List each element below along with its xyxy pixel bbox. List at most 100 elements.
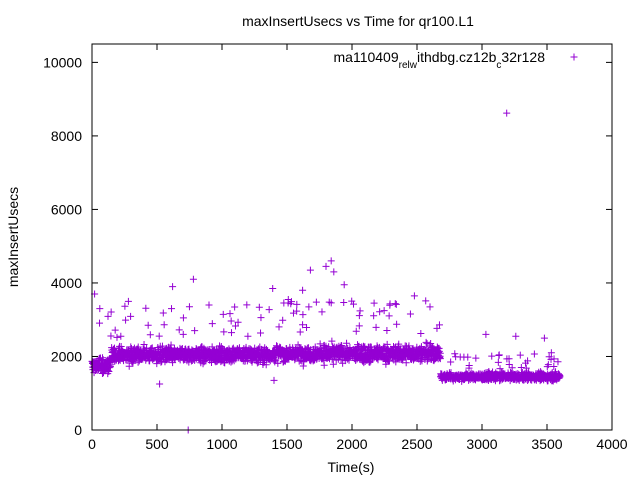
data-point xyxy=(231,322,239,330)
legend-marker xyxy=(570,53,578,61)
x-tick-label: 4000 xyxy=(596,436,627,452)
data-point xyxy=(395,340,403,348)
data-point xyxy=(107,332,115,340)
data-point xyxy=(134,358,142,366)
data-point xyxy=(106,360,114,368)
data-point xyxy=(107,308,115,316)
data-point xyxy=(385,357,393,365)
data-point xyxy=(320,341,328,349)
data-point xyxy=(159,309,167,317)
data-point xyxy=(299,311,307,319)
legend-label: ma110409relwithdbg.cz12bc32r128 xyxy=(334,49,546,71)
data-point xyxy=(125,362,133,370)
data-point xyxy=(383,326,391,334)
data-point xyxy=(312,298,320,306)
data-point xyxy=(355,322,363,330)
data-point xyxy=(208,320,216,328)
data-point xyxy=(296,356,304,364)
data-point xyxy=(275,323,283,331)
data-point xyxy=(257,314,265,322)
data-point xyxy=(550,355,558,363)
data-point xyxy=(422,338,430,346)
data-point xyxy=(472,354,480,362)
data-point-outlier xyxy=(124,297,132,305)
data-point xyxy=(309,357,317,365)
legend: ma110409relwithdbg.cz12bc32r128 xyxy=(334,49,578,71)
data-point xyxy=(391,300,399,308)
data-point-outlier xyxy=(306,266,314,274)
data-point xyxy=(305,303,313,311)
data-point-outlier xyxy=(512,332,520,340)
data-point xyxy=(530,350,538,358)
data-point xyxy=(356,307,364,315)
data-point-outlier xyxy=(482,330,490,338)
plot-frame xyxy=(91,43,613,431)
data-point xyxy=(365,354,373,362)
data-point-outlier xyxy=(299,286,307,294)
data-point xyxy=(121,302,129,310)
data-point xyxy=(337,356,345,364)
data-point-outlier xyxy=(426,303,434,311)
x-tick-label: 0 xyxy=(88,436,96,452)
data-point xyxy=(496,365,504,373)
data-point xyxy=(117,343,125,351)
data-point xyxy=(451,350,459,358)
y-tick-label: 4000 xyxy=(51,275,82,291)
data-point xyxy=(96,319,104,327)
data-point xyxy=(134,343,142,351)
data-points xyxy=(88,109,564,434)
y-axis-label: maxInsertUsecs xyxy=(5,187,21,287)
x-tick-label: 500 xyxy=(145,436,169,452)
data-point xyxy=(494,358,502,366)
data-point xyxy=(327,299,335,307)
data-point xyxy=(185,303,193,311)
data-point xyxy=(385,312,393,320)
data-point xyxy=(227,317,235,325)
data-point xyxy=(299,362,307,370)
data-point-outlier xyxy=(340,281,348,289)
data-point xyxy=(370,312,378,320)
data-point xyxy=(179,330,187,338)
data-point xyxy=(146,357,154,365)
data-point-outlier xyxy=(327,257,335,265)
data-point xyxy=(160,321,168,329)
data-point-outlier xyxy=(205,301,213,309)
data-point xyxy=(508,364,516,372)
x-tick-label: 2500 xyxy=(401,436,432,452)
y-tick-label: 0 xyxy=(74,422,82,438)
data-point xyxy=(393,320,401,328)
data-point xyxy=(435,321,443,329)
x-tick-label: 2000 xyxy=(336,436,367,452)
data-point xyxy=(405,342,413,350)
data-point xyxy=(348,297,356,305)
data-point xyxy=(231,303,239,311)
data-point xyxy=(436,349,444,357)
data-point xyxy=(345,356,353,364)
data-point xyxy=(104,312,112,320)
data-point xyxy=(544,361,552,369)
data-point xyxy=(343,339,351,347)
data-point xyxy=(329,360,337,368)
data-point xyxy=(338,343,346,351)
data-point-outlier xyxy=(270,376,278,384)
data-point xyxy=(117,332,125,340)
y-tick-label: 2000 xyxy=(51,348,82,364)
data-point xyxy=(488,352,496,360)
x-axis: 0 500 1000 1500 2000 2500 3000 3500 4000 xyxy=(88,44,628,452)
data-point xyxy=(505,360,513,368)
data-point xyxy=(296,328,304,336)
data-point xyxy=(392,358,400,366)
legend-marker-symbol xyxy=(570,53,578,61)
data-point xyxy=(524,357,532,365)
data-point xyxy=(350,300,358,308)
data-point xyxy=(464,353,472,361)
data-point-outlier xyxy=(156,380,164,388)
data-point xyxy=(318,308,326,316)
data-point xyxy=(447,358,455,366)
data-point xyxy=(228,329,236,337)
data-point-outlier xyxy=(189,275,197,283)
data-point xyxy=(265,306,273,314)
data-point-outlier xyxy=(503,109,511,117)
x-tick-label: 3000 xyxy=(466,436,497,452)
